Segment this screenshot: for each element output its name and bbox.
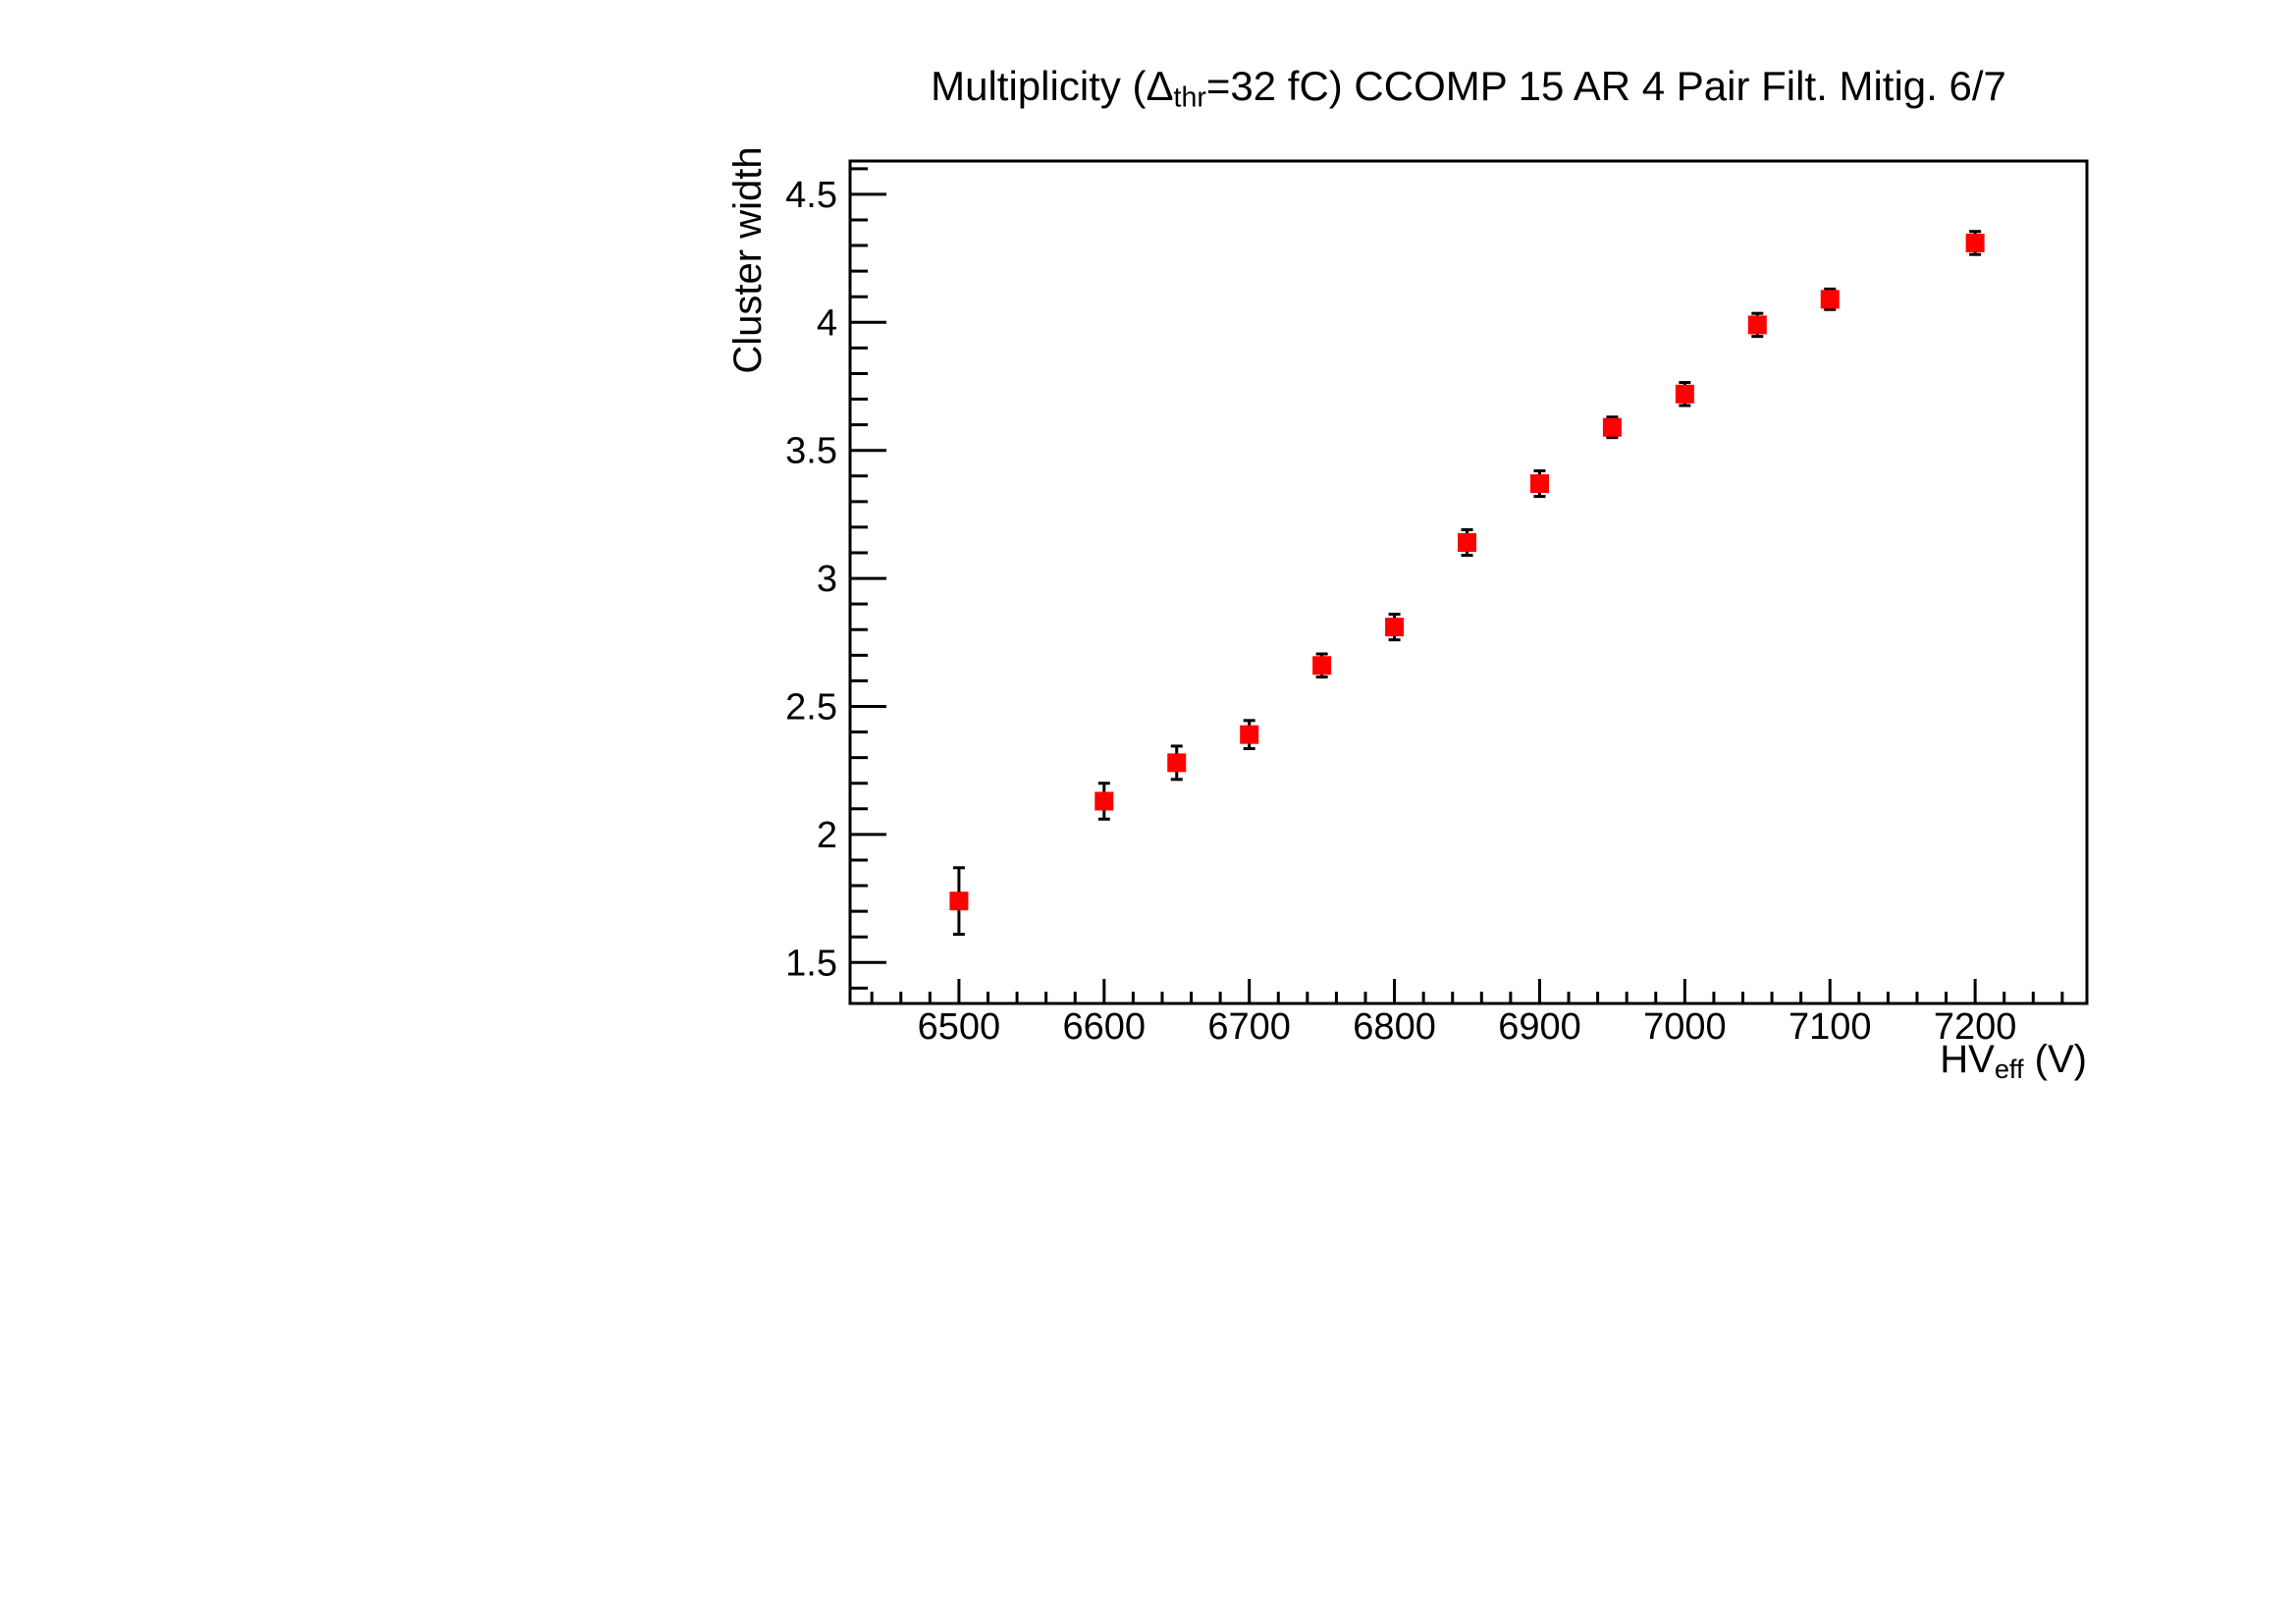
y-tick-label: 2.5	[785, 686, 837, 728]
x-tick-label: 6500	[918, 1006, 1001, 1048]
y-axis-title: Cluster width	[725, 146, 771, 373]
data-point	[1312, 652, 1332, 678]
data-point	[1965, 230, 1985, 256]
x-tick-label: 7200	[1934, 1006, 2017, 1048]
y-tick-label: 1.5	[785, 943, 837, 984]
x-axis-title: HVeff (V)	[850, 1037, 2087, 1084]
x-tick-label: 7000	[1643, 1006, 1727, 1048]
y-tick-label: 3.5	[785, 431, 837, 472]
x-tick-label: 6800	[1353, 1006, 1436, 1048]
marker-square	[1820, 290, 1840, 309]
x-axis-title-pre: HV	[1940, 1038, 1995, 1081]
x-tick-label: 7100	[1789, 1006, 1872, 1048]
marker-square	[1095, 791, 1114, 811]
marker-square	[1240, 725, 1259, 744]
data-point	[1602, 415, 1622, 440]
data-point	[1820, 287, 1840, 311]
x-tick-label: 6700	[1207, 1006, 1291, 1048]
plot-frame	[848, 159, 2089, 1005]
data-point	[1095, 782, 1114, 821]
plot-title-pre: Multiplicity (Δ	[931, 63, 1174, 109]
plot-title-subscript: thr	[1173, 81, 1206, 114]
data-point	[1675, 381, 1694, 407]
plot-title: Multiplicity (Δthr=32 fC) CCOMP 15 AR 4 …	[850, 63, 2087, 114]
data-point	[1529, 469, 1549, 499]
x-axis-title-post: (V)	[2023, 1038, 2087, 1081]
data-point	[1747, 311, 1767, 339]
data-point	[1167, 744, 1187, 782]
marker-square	[1675, 384, 1694, 404]
marker-square	[949, 892, 969, 911]
marker-square	[1529, 474, 1549, 494]
marker-square	[1385, 618, 1405, 637]
marker-square	[1747, 315, 1767, 335]
y-tick-label: 4.5	[785, 175, 837, 216]
marker-square	[1312, 656, 1332, 676]
data-point	[949, 866, 969, 937]
y-axis-title-text: Cluster width	[726, 146, 770, 374]
y-tick-label: 4	[817, 302, 837, 344]
marker-square	[1602, 417, 1622, 437]
y-tick-label: 2	[817, 815, 837, 856]
data-point	[1240, 719, 1259, 751]
x-axis-title-subscript: eff	[1994, 1053, 2024, 1084]
x-tick-label: 6600	[1063, 1006, 1147, 1048]
marker-square	[1167, 753, 1187, 773]
y-tick-label: 3	[817, 559, 837, 600]
data-point	[1385, 613, 1405, 642]
marker-square	[1965, 233, 1985, 252]
data-point	[1458, 528, 1477, 558]
x-tick-label: 6900	[1498, 1006, 1581, 1048]
marker-square	[1458, 533, 1477, 553]
plot-title-post: =32 fC) CCOMP 15 AR 4 Pair Filt. Mitig. …	[1205, 63, 2006, 109]
